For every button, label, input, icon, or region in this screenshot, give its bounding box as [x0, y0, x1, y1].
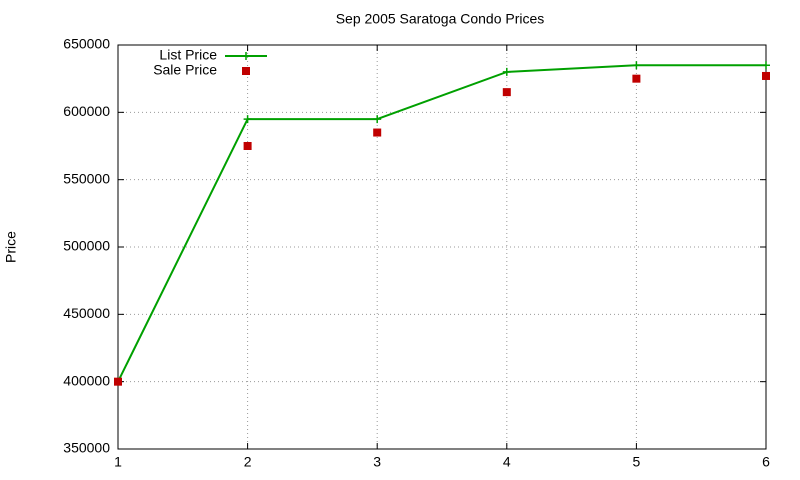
- x-tick-label: 1: [114, 454, 122, 470]
- point: [502, 88, 511, 97]
- x-tick-label: 6: [762, 454, 770, 470]
- y-tick-label: 400000: [63, 372, 110, 388]
- point: [373, 128, 382, 137]
- point: [243, 115, 252, 124]
- point: [632, 61, 641, 70]
- plot-border: [117, 44, 767, 450]
- point: [243, 142, 252, 150]
- y-tick-label: 600000: [63, 103, 110, 119]
- series-line: [117, 64, 766, 383]
- point: [762, 61, 770, 70]
- x-tick-label: 5: [633, 454, 641, 470]
- point: [762, 71, 770, 80]
- y-tick-label: 650000: [63, 36, 110, 52]
- point: [114, 377, 122, 386]
- point: [373, 115, 382, 124]
- legend-label: List Price: [159, 47, 217, 63]
- y-tick-label: 450000: [63, 305, 110, 321]
- legend-swatch: [242, 52, 250, 60]
- point: [632, 74, 641, 83]
- chart-title: Sep 2005 Saratoga Condo Prices: [336, 11, 545, 27]
- y-tick-label: 550000: [63, 170, 110, 186]
- legend-label: Sale Price: [153, 62, 217, 78]
- y-tick-label: 500000: [63, 238, 110, 254]
- legend-swatch: [242, 67, 250, 75]
- x-tick-label: 2: [244, 454, 252, 470]
- x-tick-label: 3: [373, 454, 381, 470]
- x-tick-label: 4: [503, 454, 511, 470]
- point: [502, 67, 511, 76]
- y-axis-label: Price: [3, 231, 19, 263]
- y-tick-label: 350000: [63, 440, 110, 456]
